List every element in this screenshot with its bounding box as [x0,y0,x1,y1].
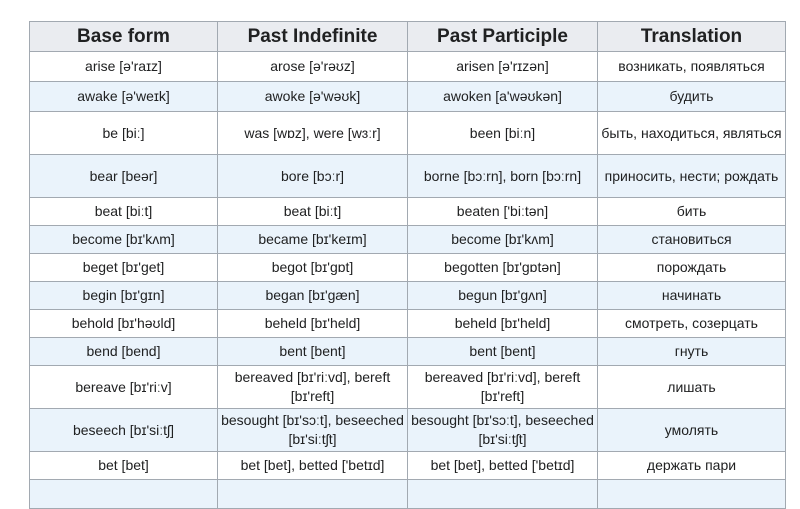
cell-empty [407,479,598,509]
cell-past-indefinite: beheld [bɪ'held] [217,309,408,338]
table-row: behold [bɪ'həʊld] beheld [bɪ'held] beheld … [29,309,786,338]
cell-translation: смотреть, созерцать [597,309,786,338]
cell-past-participle: bet [bet], betted ['betɪd] [407,451,598,480]
cell-past-indefinite: begot [bɪ'gɒt] [217,253,408,282]
cell-empty [597,479,786,509]
header-translation: Translation [597,21,786,52]
table-row: bear [beər] bore [bɔːr] borne [bɔːrn], bor… [29,154,786,198]
cell-translation: гнуть [597,337,786,366]
table-row: begin [bɪ'gɪn] began [bɪ'gæn] begun [bɪ'gʌ… [29,281,786,310]
header-row: Base form Past Indefinite Past Participl… [29,21,786,52]
cell-translation: держать пари [597,451,786,480]
cell-base-form: beat [biːt] [29,197,218,226]
cell-past-participle: beaten ['biːtən] [407,197,598,226]
cell-base-form: awake [ə'weɪk] [29,81,218,112]
cell-translation: становиться [597,225,786,254]
cell-past-indefinite: bet [bet], betted ['betɪd] [217,451,408,480]
cell-past-participle: borne [bɔːrn], born [bɔːrn] [407,154,598,198]
table-row: bet [bet] bet [bet], betted ['betɪd] bet [… [29,451,786,480]
cell-base-form: bereave [bɪ'riːv] [29,365,218,409]
cell-past-participle: begotten [bɪ'gɒtən] [407,253,598,282]
cell-base-form: bend [bend] [29,337,218,366]
table-row: beget [bɪ'get] begot [bɪ'gɒt] begotten [bɪ… [29,253,786,282]
cell-base-form: be [biː] [29,111,218,155]
table-row: arise [ə'raɪz] arose [ə'rəʊz] arisen [ə'rɪ… [29,51,786,82]
header-past-indefinite: Past Indefinite [217,21,408,52]
cell-past-participle: begun [bɪ'gʌn] [407,281,598,310]
cell-base-form: arise [ə'raɪz] [29,51,218,82]
header-base-form: Base form [29,21,218,52]
table-row: become [bɪ'kʌm] became [bɪ'keɪm] become [b… [29,225,786,254]
cell-past-indefinite: bereaved [bɪ'riːvd], bereft [bɪ'reft] [217,365,408,409]
cell-past-indefinite: was [wɒz], were [wɜːr] [217,111,408,155]
cell-translation: быть, находиться, являться [597,111,786,155]
table-row: bereave [bɪ'riːv] bereaved [bɪ'riːvd], be… [29,365,786,409]
header-past-participle: Past Participle [407,21,598,52]
cell-base-form: begin [bɪ'gɪn] [29,281,218,310]
cell-past-indefinite: bore [bɔːr] [217,154,408,198]
cell-past-participle: bent [bent] [407,337,598,366]
table-row: be [biː] was [wɒz], were [wɜːr] been [biːn… [29,111,786,155]
cell-empty [217,479,408,509]
cell-base-form: beseech [bɪ'siːtʃ] [29,408,218,452]
cell-translation: порождать [597,253,786,282]
cell-past-indefinite: awoke [ə'wəʊk] [217,81,408,112]
cell-past-participle: been [biːn] [407,111,598,155]
table-row: awake [ə'weɪk] awoke [ə'wəʊk] awoken [a'wə… [29,81,786,112]
cell-past-participle: bereaved [bɪ'riːvd], bereft [bɪ'reft] [407,365,598,409]
cell-past-indefinite: arose [ə'rəʊz] [217,51,408,82]
cell-past-indefinite: became [bɪ'keɪm] [217,225,408,254]
cell-base-form: beget [bɪ'get] [29,253,218,282]
cell-empty [29,479,218,509]
cell-past-indefinite: bent [bent] [217,337,408,366]
cell-past-indefinite: began [bɪ'gæn] [217,281,408,310]
cell-translation: возникать, появляться [597,51,786,82]
cell-past-participle: awoken [a'wəʊkən] [407,81,598,112]
cell-past-participle: beheld [bɪ'held] [407,309,598,338]
table-row [29,479,786,509]
cell-past-participle: arisen [ə'rɪzən] [407,51,598,82]
table-row: beat [biːt] beat [biːt] beaten ['biːtən] би… [29,197,786,226]
table-row: bend [bend] bent [bent] bent [bent] гнуть [29,337,786,366]
cell-base-form: bear [beər] [29,154,218,198]
irregular-verbs-table: Base form Past Indefinite Past Participl… [29,21,786,509]
cell-past-participle: besought [bɪ'sɔːt], beseeched [bɪ'siːtʃt… [407,408,598,452]
cell-past-indefinite: besought [bɪ'sɔːt], beseeched [bɪ'siːtʃt… [217,408,408,452]
cell-base-form: become [bɪ'kʌm] [29,225,218,254]
cell-translation: приносить, нести; рождать [597,154,786,198]
cell-past-indefinite: beat [biːt] [217,197,408,226]
cell-translation: лишать [597,365,786,409]
cell-base-form: bet [bet] [29,451,218,480]
cell-translation: начинать [597,281,786,310]
cell-past-participle: become [bɪ'kʌm] [407,225,598,254]
table-row: beseech [bɪ'siːtʃ] besought [bɪ'sɔːt], be… [29,408,786,452]
cell-translation: бить [597,197,786,226]
cell-translation: умолять [597,408,786,452]
cell-translation: будить [597,81,786,112]
cell-base-form: behold [bɪ'həʊld] [29,309,218,338]
